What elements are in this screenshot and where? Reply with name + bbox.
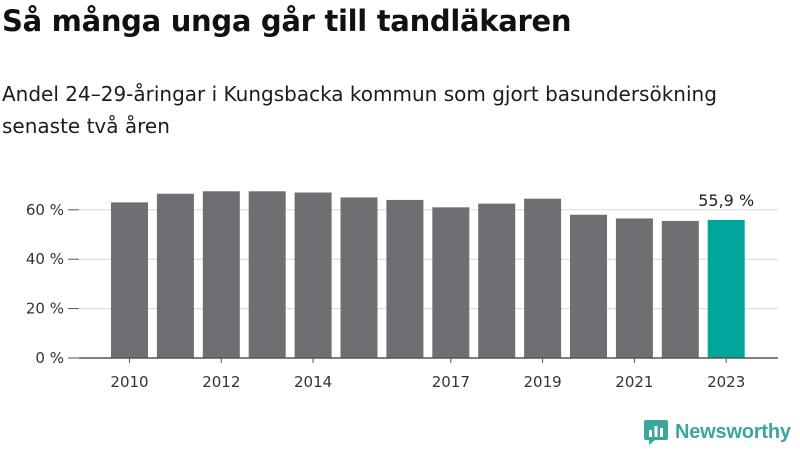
bar-2014 [294,192,332,358]
bar-2019 [524,198,562,358]
x-tick-label: 2023 [707,373,745,391]
bar-2023 [707,219,745,358]
x-tick-label: 2021 [615,373,653,391]
gridlines [79,209,778,310]
x-tick-label: 2010 [110,373,148,391]
y-tick-label: 0 % [35,349,64,367]
y-tick-label: 40 % [26,250,64,268]
x-tick-label: 2019 [524,373,562,391]
bar-2021 [615,218,653,358]
y-tick-label: 60 % [26,201,64,219]
newsworthy-logo: Newsworthy [643,418,791,446]
bar-2020 [570,214,607,358]
x-tick-label: 2012 [202,373,240,391]
newsworthy-logo-icon [644,420,668,445]
x-tick-label: 2014 [294,373,332,391]
y-tick-label: 20 % [26,300,64,318]
data-label-2023: 55,9 % [698,191,754,210]
bar-2017 [432,207,470,358]
bar-2010 [111,202,148,358]
bar-2018 [478,203,516,358]
bar-2012 [202,191,240,358]
y-axis-labels: 0 % 20 % 40 % 60 % [26,201,79,367]
annotations: 55,9 % [698,191,754,210]
bars [111,191,745,358]
x-axis-labels: 2010 2012 2014 2017 2019 2021 2023 [110,358,745,391]
bar-2011 [156,193,194,358]
x-tick-label: 2017 [432,373,470,391]
bar-2022 [661,220,699,358]
bar-2016 [386,199,424,358]
bar-2013 [248,191,286,358]
chart-title: Så många unga går till tandläkaren [2,4,572,38]
brand-name: Newsworthy [675,420,791,443]
bar-2015 [340,197,378,358]
chart-subtitle: Andel 24–29-åringar i Kungsbacka kommun … [2,82,717,138]
